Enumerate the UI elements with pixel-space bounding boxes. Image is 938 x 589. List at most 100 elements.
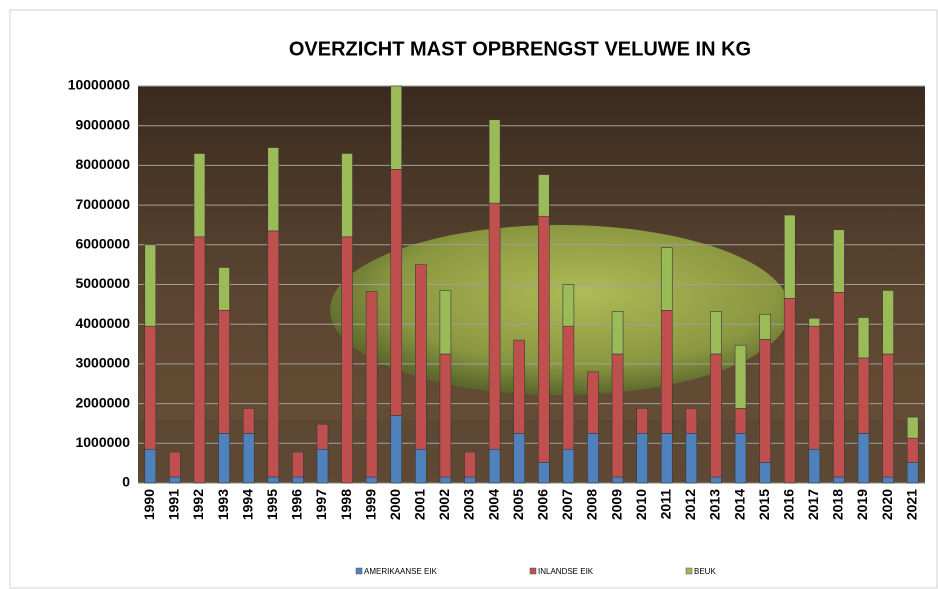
bar-segment [292, 476, 304, 484]
bar-segment [685, 408, 698, 434]
bar-segment [365, 476, 378, 484]
bar-segment [833, 292, 845, 478]
bar-segment [833, 476, 845, 484]
bar-segment [267, 476, 280, 484]
bar-segment [611, 476, 624, 484]
bar-segment [759, 462, 771, 484]
bar-segment [267, 147, 280, 232]
bar-segment [906, 462, 919, 484]
bar-segment [537, 462, 550, 484]
x-tick-label: 1994 [239, 489, 255, 520]
x-tick-label: 2013 [707, 489, 723, 520]
bar-segment [587, 371, 599, 434]
x-tick-label: 2002 [436, 489, 452, 520]
x-tick-label: 1997 [313, 489, 329, 520]
bar-segment [882, 353, 894, 478]
y-tick-label: 8000000 [75, 156, 130, 172]
bar-segment [169, 451, 181, 478]
bar-segment [808, 317, 821, 327]
bar-segment [685, 433, 698, 484]
bar-segment [316, 423, 329, 450]
legend-swatch [529, 567, 537, 575]
bar-segment [660, 433, 673, 484]
bar-segment [710, 311, 722, 355]
y-tick-label: 1000000 [75, 434, 130, 450]
bar-segment [710, 476, 722, 484]
bar-segment [242, 433, 255, 484]
y-tick-label: 3000000 [75, 355, 130, 371]
bar-segment [857, 317, 870, 359]
bar-segment [759, 313, 771, 340]
bar-segment [513, 433, 526, 484]
bar-segment [906, 437, 919, 463]
bar-segment [882, 476, 894, 484]
x-tick-label: 1996 [289, 489, 305, 520]
chart-title: OVERZICHT MAST OPBRENGST VELUWE IN KG [289, 38, 751, 60]
y-tick-label: 5000000 [75, 275, 130, 291]
x-tick-label: 2010 [633, 489, 649, 520]
bar-segment [144, 325, 157, 450]
bar-segment [464, 451, 476, 478]
bar-segment [341, 236, 353, 484]
bar-segment [537, 215, 550, 463]
bar-segment [267, 230, 280, 478]
y-tick-label: 10000000 [68, 77, 131, 93]
x-tick-label: 1990 [141, 489, 157, 520]
bar-segment [734, 344, 747, 409]
bar-segment [218, 310, 230, 434]
x-tick-label: 2006 [535, 489, 551, 520]
x-tick-label: 1991 [166, 489, 182, 520]
x-tick-label: 1993 [215, 489, 231, 520]
legend-label: INLANDSE EIK [538, 567, 594, 576]
bar-segment [193, 153, 206, 238]
bar-segment [144, 448, 157, 484]
bar-segment [464, 476, 476, 484]
y-tick-label: 9000000 [75, 116, 130, 132]
bar-segment [292, 451, 304, 478]
bar-segment [415, 448, 427, 484]
bar-segment [390, 415, 403, 484]
bar-segment [193, 236, 206, 484]
x-tick-label: 1995 [264, 489, 280, 520]
bar-segment [365, 291, 378, 478]
x-tick-label: 2021 [903, 489, 919, 520]
x-tick-label: 1992 [190, 489, 206, 520]
x-tick-label: 2012 [682, 489, 698, 520]
y-tick-label: 4000000 [75, 315, 130, 331]
bar-segment [734, 408, 747, 434]
legend-label: AMERIKAANSE EIK [364, 567, 438, 576]
legend-swatch [355, 567, 363, 575]
bar-segment [316, 448, 329, 484]
bar-segment [390, 85, 403, 170]
y-tick-label: 7000000 [75, 196, 130, 212]
legend-label: BEUK [694, 567, 716, 576]
x-tick-label: 2011 [657, 489, 673, 520]
bar-segment [144, 244, 157, 327]
bar-segment [857, 433, 870, 484]
x-tick-label: 2004 [485, 489, 501, 520]
bar-segment [415, 264, 427, 450]
x-tick-label: 2003 [461, 489, 477, 520]
x-tick-label: 2015 [756, 489, 772, 520]
y-tick-label: 2000000 [75, 394, 130, 410]
x-tick-label: 2020 [879, 489, 895, 520]
bar-segment [439, 476, 452, 484]
bar-segment [587, 433, 599, 484]
bar-segment [759, 338, 771, 463]
x-tick-label: 2017 [805, 489, 821, 520]
bar-segment [783, 214, 796, 299]
bar-segment [169, 476, 181, 484]
bar-segment [341, 153, 353, 238]
bar-segment [562, 284, 575, 327]
bar-segment [783, 298, 796, 484]
x-tick-label: 2018 [830, 489, 846, 520]
y-tick-label: 0 [122, 474, 130, 490]
bar-segment [710, 353, 722, 478]
x-tick-label: 1998 [338, 489, 354, 520]
bar-segment [857, 357, 870, 434]
bar-segment [882, 290, 894, 355]
x-tick-label: 2007 [559, 489, 575, 520]
y-tick-label: 6000000 [75, 236, 130, 252]
bar-segment [218, 267, 230, 311]
